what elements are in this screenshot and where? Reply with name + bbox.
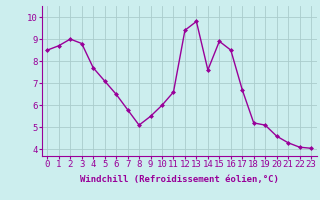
X-axis label: Windchill (Refroidissement éolien,°C): Windchill (Refroidissement éolien,°C) — [80, 175, 279, 184]
